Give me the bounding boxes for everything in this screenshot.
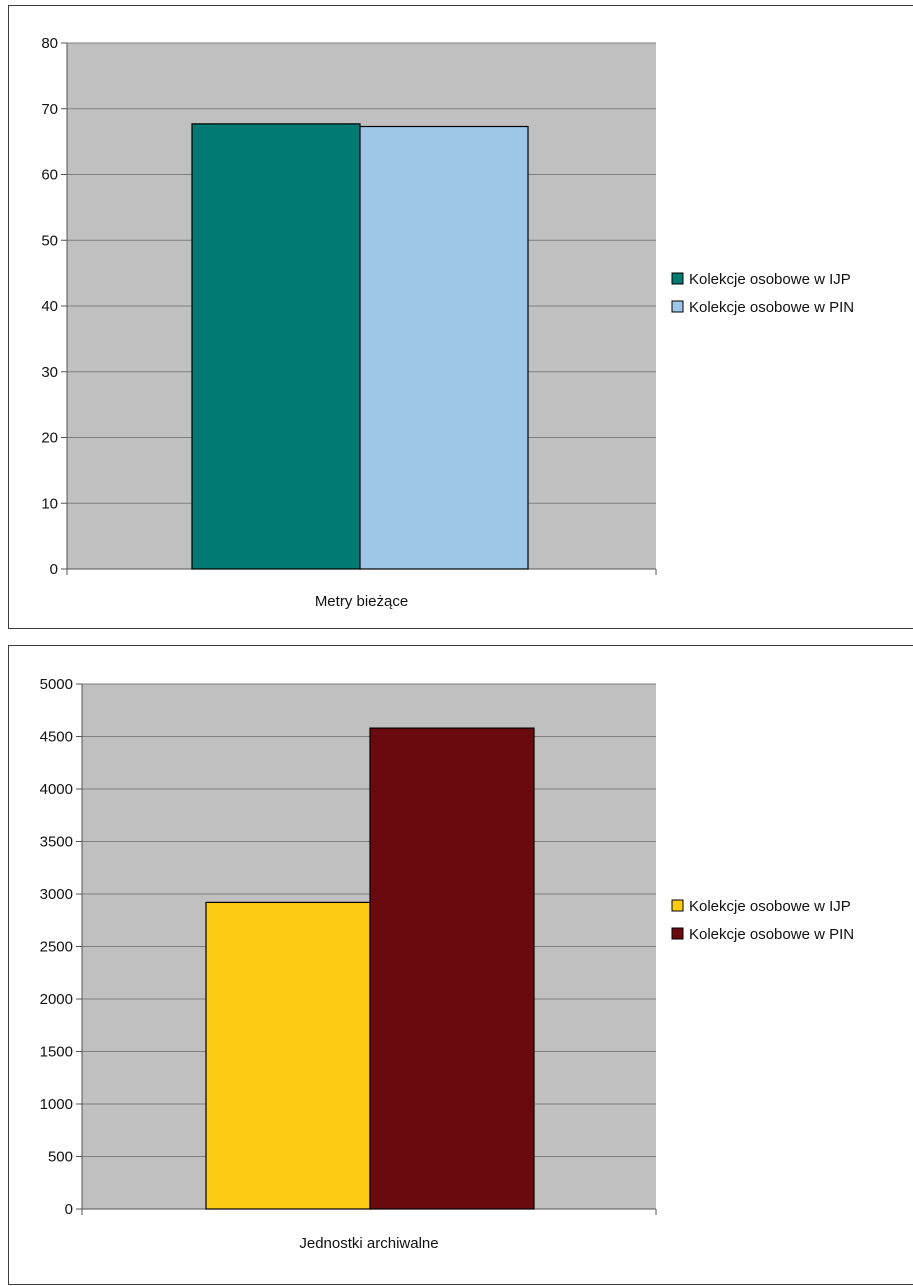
y-tick-label: 2500 xyxy=(40,939,73,956)
y-tick-label: 0 xyxy=(65,1201,73,1218)
legend-label: Kolekcje osobowe w PIN xyxy=(689,299,854,316)
y-tick-label: 3500 xyxy=(40,834,73,851)
legend-swatch xyxy=(671,899,684,912)
y-tick-label: 10 xyxy=(41,495,58,512)
y-tick-label: 1000 xyxy=(40,1096,73,1113)
y-tick-label: 1500 xyxy=(40,1044,73,1061)
legend-swatch xyxy=(671,272,684,285)
legend-label: Kolekcje osobowe w PIN xyxy=(689,926,854,943)
y-tick-label: 50 xyxy=(41,232,58,249)
legend-swatch xyxy=(671,300,684,313)
chart-panel-2: 0 500 1000 1500 2000 2500 3000 3500 4000 4500 5000… xyxy=(8,645,913,1285)
y-tick-label: 3000 xyxy=(40,886,73,903)
bar-pin xyxy=(359,125,529,570)
y-tick-label: 70 xyxy=(41,101,58,118)
y-tick-label: 60 xyxy=(41,167,58,184)
chart-1-svg: 0 10 20 30 40 50 60 70 80 Metry bieżące Kolekcje o… xyxy=(41,35,854,610)
bar-ijp xyxy=(205,901,371,1210)
y-tick-label: 20 xyxy=(41,430,58,447)
chart-panel-1: 0 10 20 30 40 50 60 70 80 Metry bieżące Kolekcje o… xyxy=(8,5,913,629)
y-tick-label: 0 xyxy=(50,561,58,578)
y-tick-label: 500 xyxy=(48,1149,73,1166)
y-tick-label: 2000 xyxy=(40,991,73,1008)
legend-label: Kolekcje osobowe w IJP xyxy=(689,898,851,915)
legend-label: Kolekcje osobowe w IJP xyxy=(689,271,851,288)
y-tick-label: 30 xyxy=(41,364,58,381)
y-tick-label: 4500 xyxy=(40,729,73,746)
legend-swatch xyxy=(671,927,684,940)
y-tick-label: 5000 xyxy=(40,676,73,693)
bar-pin xyxy=(369,727,535,1210)
bar-ijp xyxy=(191,123,361,570)
y-tick-label: 80 xyxy=(41,35,58,52)
y-tick-label: 4000 xyxy=(40,781,73,798)
category-label: Jednostki archiwalne xyxy=(299,1235,438,1252)
y-tick-label: 40 xyxy=(41,298,58,315)
chart-2-svg: 0 500 1000 1500 2000 2500 3000 3500 4000 4500 5000… xyxy=(40,676,854,1252)
category-label: Metry bieżące xyxy=(315,593,408,610)
